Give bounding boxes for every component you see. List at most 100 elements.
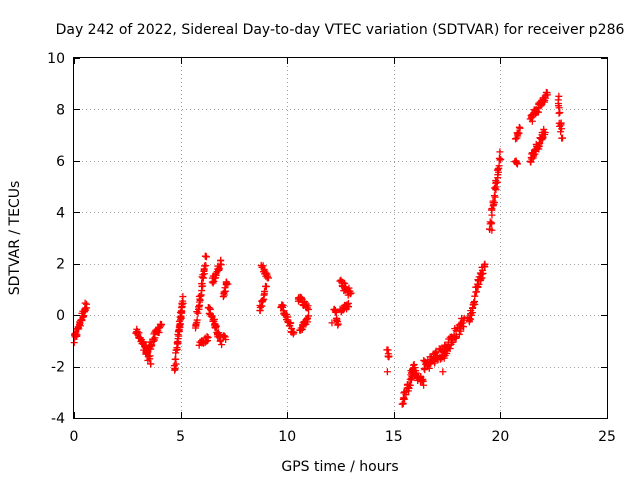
data-point — [209, 279, 217, 287]
data-point — [491, 193, 499, 201]
data-point — [148, 341, 156, 349]
data-point — [344, 299, 352, 307]
y-axis-label: SDTVAR / TECUs — [7, 181, 23, 296]
x-tick-labels: 0 5 10 15 20 25 — [70, 429, 616, 445]
x-tick-label: 10 — [278, 429, 296, 445]
data-point — [78, 316, 86, 324]
data-point — [222, 336, 230, 344]
x-tick-label: 25 — [598, 429, 616, 445]
data-point — [495, 154, 503, 162]
data-point — [139, 339, 147, 347]
data-point — [401, 395, 409, 403]
data-point — [151, 334, 159, 342]
data-point — [515, 129, 523, 137]
data-point — [554, 100, 562, 108]
data-point — [515, 123, 523, 131]
data-point — [210, 277, 218, 285]
data-point — [516, 124, 524, 132]
x-axis-label: GPS time / hours — [281, 459, 398, 475]
data-point — [455, 330, 463, 338]
data-point — [217, 261, 225, 269]
data-point — [279, 303, 287, 311]
data-point — [439, 368, 447, 376]
data-point — [215, 265, 223, 273]
data-point — [196, 295, 204, 303]
data-point — [171, 365, 179, 373]
y-tick-label: 2 — [56, 257, 65, 273]
data-point — [540, 98, 548, 106]
data-point — [341, 279, 349, 287]
y-tick-labels: -4 -2 0 2 4 6 8 10 — [47, 51, 65, 427]
data-point — [199, 282, 207, 290]
data-point — [479, 269, 487, 277]
data-point — [477, 275, 485, 283]
data-point — [557, 128, 565, 136]
plot-frame — [73, 57, 608, 419]
data-point — [177, 309, 185, 317]
data-point — [496, 148, 504, 156]
data-point — [385, 352, 393, 360]
data-point — [204, 334, 212, 342]
data-point — [212, 323, 220, 331]
y-tick-label: 6 — [56, 154, 65, 170]
data-point — [260, 295, 268, 303]
data-point — [489, 202, 497, 210]
data-point — [260, 290, 268, 298]
data-point — [471, 292, 479, 300]
data-point — [475, 280, 483, 288]
data-point — [70, 339, 78, 347]
data-point — [265, 274, 273, 282]
data-point — [481, 263, 489, 271]
y-tick-label: -4 — [51, 411, 65, 427]
data-point — [290, 328, 298, 336]
data-point — [556, 109, 564, 117]
data-point — [278, 302, 286, 310]
x-tick-label: 5 — [176, 429, 185, 445]
data-point — [557, 119, 565, 127]
y-tick-label: -2 — [51, 360, 65, 376]
data-point — [259, 297, 267, 305]
data-point — [529, 154, 537, 162]
data-point — [199, 274, 207, 282]
x-tick-label: 15 — [385, 429, 403, 445]
data-point — [221, 284, 229, 292]
data-point — [224, 280, 232, 288]
data-point — [471, 300, 479, 308]
data-point — [383, 368, 391, 376]
data-point — [410, 361, 418, 369]
data-point — [446, 344, 454, 352]
axis-ticks — [74, 58, 608, 419]
data-point — [459, 323, 467, 331]
data-point — [216, 336, 224, 344]
data-point — [513, 159, 521, 167]
data-point — [147, 360, 155, 368]
data-point — [179, 297, 187, 305]
grid-lines — [74, 58, 607, 418]
x-tick-label: 0 — [70, 429, 79, 445]
y-tick-label: 10 — [47, 51, 65, 67]
data-point — [490, 192, 498, 200]
data-point — [492, 186, 500, 194]
data-point — [420, 381, 428, 389]
data-point — [421, 366, 429, 374]
data-point — [528, 117, 536, 125]
data-point — [334, 321, 342, 329]
data-point — [412, 369, 420, 377]
data-point — [262, 283, 270, 291]
data-point — [218, 341, 226, 349]
data-point — [347, 289, 355, 297]
y-tick-label: 8 — [56, 102, 65, 118]
data-point — [406, 381, 414, 389]
data-point — [305, 306, 313, 314]
data-point — [488, 226, 496, 234]
data-point — [297, 294, 305, 302]
data-point — [220, 288, 228, 296]
data-point — [457, 327, 465, 335]
data-points — [70, 88, 567, 408]
data-point — [497, 155, 505, 163]
data-point — [197, 292, 205, 300]
data-point — [172, 355, 180, 363]
data-point — [559, 134, 567, 142]
data-point — [543, 91, 551, 99]
